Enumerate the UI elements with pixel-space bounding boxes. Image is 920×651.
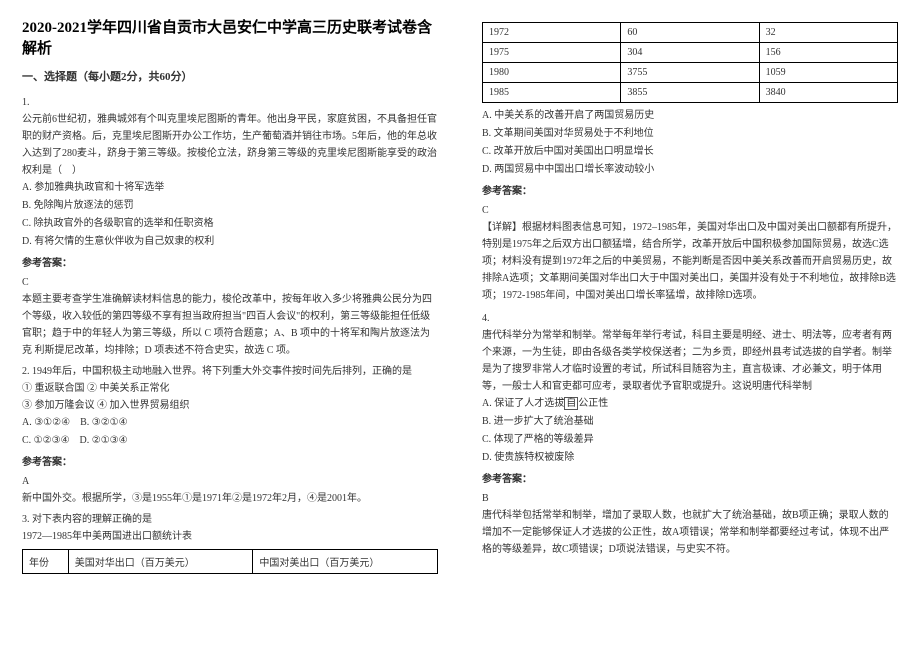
th-us-export: 美国对华出口（百万美元） — [68, 550, 253, 574]
q3-explanation: 【详解】根据材料图表信息可知，1972–1985年，美国对华出口及中国对美出口额… — [482, 219, 898, 304]
q1-opt-d: D. 有将欠情的生意伙伴收为自己奴隶的权利 — [22, 233, 438, 251]
q4-answer-label: 参考答案： — [482, 471, 898, 488]
q1-opt-a: A. 参加雅典执政官和十将军选举 — [22, 179, 438, 197]
q3-table-head: 年份 美国对华出口（百万美元） 中国对美出口（百万美元） — [22, 549, 438, 574]
q1-text: 公元前6世纪初，雅典城郊有个叫克里埃尼图斯的青年。他出身平民，家庭贫困，不具备担… — [22, 111, 438, 179]
q1-opt-c: C. 除执政官外的各级职官的选举和任职资格 — [22, 215, 438, 233]
q4-opt-d: D. 使贵族特权被废除 — [482, 449, 898, 467]
q2-answer: A — [22, 473, 438, 490]
q2-opts-row2: C. ①②③④ D. ②①③④ — [22, 432, 438, 450]
boxed-char: 自 — [564, 397, 578, 410]
document-title: 2020-2021学年四川省自贡市大邑安仁中学高三历史联考试卷含解析 — [22, 18, 438, 60]
section-heading: 一、选择题（每小题2分，共60分） — [22, 68, 438, 84]
q1-number: 1. — [22, 94, 438, 111]
q2-opts-row1: A. ③①②④ B. ③②①④ — [22, 414, 438, 432]
q4-opt-c: C. 体现了严格的等级差异 — [482, 431, 898, 449]
q4-opt-b: B. 进一步扩大了统治基础 — [482, 413, 898, 431]
q2-explanation: 新中国外交。根据所学，③是1955年①是1971年②是1972年2月，④是200… — [22, 490, 438, 507]
q1-options: A. 参加雅典执政官和十将军选举 B. 免除陶片放逐法的惩罚 C. 除执政官外的… — [22, 179, 438, 251]
q2-answer-label: 参考答案： — [22, 454, 438, 471]
q1-opt-b: B. 免除陶片放逐法的惩罚 — [22, 197, 438, 215]
q3-answer: C — [482, 202, 898, 219]
q3-opt-b: B. 文革期间美国对华贸易处于不利地位 — [482, 125, 898, 143]
table-row: 1980 3755 1059 — [483, 63, 898, 83]
q2-number: 2. 1949年后，中国积极主动地融入世界。将下列重大外交事件按时间先后排列，正… — [22, 363, 438, 380]
q2-line1: ① 重返联合国 ② 中美关系正常化 — [22, 380, 438, 397]
q4-explanation: 唐代科举包括常举和制举，增加了录取人数，也就扩大了统治基础，故B项正确；录取人数… — [482, 507, 898, 558]
q3-opt-a: A. 中美关系的改善开启了两国贸易历史 — [482, 107, 898, 125]
table-row: 1975 304 156 — [483, 43, 898, 63]
q3-options: A. 中美关系的改善开启了两国贸易历史 B. 文革期间美国对华贸易处于不利地位 … — [482, 107, 898, 179]
left-column: 2020-2021学年四川省自贡市大邑安仁中学高三历史联考试卷含解析 一、选择题… — [0, 0, 460, 651]
q2-line2: ③ 参加万隆会议 ④ 加入世界贸易组织 — [22, 397, 438, 414]
table-row: 1972 60 32 — [483, 23, 898, 43]
q4-options: A. 保证了人才选拔自公正性 B. 进一步扩大了统治基础 C. 体现了严格的等级… — [482, 395, 898, 467]
th-cn-export: 中国对美出口（百万美元） — [253, 550, 438, 574]
th-year: 年份 — [23, 550, 69, 574]
q4-answer: B — [482, 490, 898, 507]
q1-explanation: 本题主要考查学生准确解读材料信息的能力，梭伦改革中，按每年收入多少将雅典公民分为… — [22, 291, 438, 359]
table-row: 1985 3855 3840 — [483, 83, 898, 103]
q3-caption: 1972—1985年中美两国进出口额统计表 — [22, 528, 438, 545]
right-column: 1972 60 32 1975 304 156 1980 3755 1059 1… — [460, 0, 920, 651]
q3-opt-c: C. 改革开放后中国对美国出口明显增长 — [482, 143, 898, 161]
q4-opt-a: A. 保证了人才选拔自公正性 — [482, 395, 898, 413]
q3-opt-d: D. 两国贸易中中国出口增长率波动较小 — [482, 161, 898, 179]
q3-answer-label: 参考答案： — [482, 183, 898, 200]
q3-number: 3. 对下表内容的理解正确的是 — [22, 511, 438, 528]
q4-number: 4. — [482, 310, 898, 327]
q3-table-body: 1972 60 32 1975 304 156 1980 3755 1059 1… — [482, 22, 898, 103]
q1-answer: C — [22, 274, 438, 291]
table-header-row: 年份 美国对华出口（百万美元） 中国对美出口（百万美元） — [23, 550, 438, 574]
q4-text: 唐代科举分为常举和制举。常举每年举行考试，科目主要是明经、进士、明法等，应考者有… — [482, 327, 898, 395]
q1-answer-label: 参考答案： — [22, 255, 438, 272]
